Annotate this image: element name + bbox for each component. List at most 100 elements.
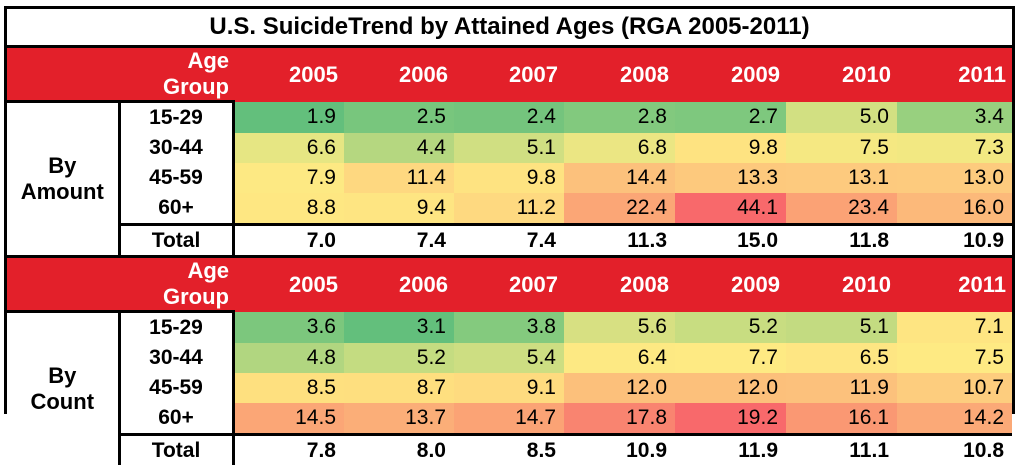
header-blank xyxy=(7,258,119,312)
value-cell: 5.2 xyxy=(675,312,786,344)
value-cell: 23.4 xyxy=(786,193,897,225)
value-cell: 16.1 xyxy=(786,403,897,435)
age-group-header: Age Group xyxy=(119,258,233,312)
section-label-line2: Amount xyxy=(7,179,118,205)
value-cell: 13.0 xyxy=(897,163,1012,193)
value-cell: 2.5 xyxy=(344,102,454,134)
value-cell: 12.0 xyxy=(564,373,675,403)
value-cell: 11.4 xyxy=(344,163,454,193)
value-cell: 6.8 xyxy=(564,133,675,163)
value-cell: 11.9 xyxy=(786,373,897,403)
total-cell: 7.4 xyxy=(454,225,564,256)
suicide-trend-table: U.S. SuicideTrend by Attained Ages (RGA … xyxy=(7,9,1012,465)
year-header: 2008 xyxy=(564,258,675,312)
value-cell: 19.2 xyxy=(675,403,786,435)
total-cell: 11.3 xyxy=(564,225,675,256)
value-cell: 4.4 xyxy=(344,133,454,163)
value-cell: 12.0 xyxy=(675,373,786,403)
value-cell: 6.4 xyxy=(564,343,675,373)
value-cell: 1.9 xyxy=(233,102,344,134)
year-header: 2005 xyxy=(233,258,344,312)
value-cell: 44.1 xyxy=(675,193,786,225)
total-cell: 15.0 xyxy=(675,225,786,256)
year-header: 2011 xyxy=(897,47,1012,102)
value-cell: 8.8 xyxy=(233,193,344,225)
year-header: 2009 xyxy=(675,258,786,312)
year-header: 2007 xyxy=(454,258,564,312)
age-label: 30-44 xyxy=(119,133,233,163)
value-cell: 5.2 xyxy=(344,343,454,373)
age-group-header: Age Group xyxy=(119,47,233,102)
value-cell: 10.7 xyxy=(897,373,1012,403)
section-label-line2: Count xyxy=(7,389,118,415)
total-cell: 11.8 xyxy=(786,225,897,256)
chart-table-frame: U.S. SuicideTrend by Attained Ages (RGA … xyxy=(4,6,1015,414)
value-cell: 14.7 xyxy=(454,403,564,435)
value-cell: 6.6 xyxy=(233,133,344,163)
value-cell: 5.1 xyxy=(454,133,564,163)
value-cell: 7.1 xyxy=(897,312,1012,344)
value-cell: 7.5 xyxy=(786,133,897,163)
age-label: 45-59 xyxy=(119,373,233,403)
value-cell: 3.6 xyxy=(233,312,344,344)
value-cell: 2.8 xyxy=(564,102,675,134)
chart-title: U.S. SuicideTrend by Attained Ages (RGA … xyxy=(7,9,1012,47)
age-label: 45-59 xyxy=(119,163,233,193)
value-cell: 22.4 xyxy=(564,193,675,225)
total-label: Total xyxy=(119,225,233,256)
value-cell: 9.1 xyxy=(454,373,564,403)
total-cell: 8.5 xyxy=(454,435,564,465)
year-header: 2011 xyxy=(897,258,1012,312)
value-cell: 9.8 xyxy=(675,133,786,163)
value-cell: 17.8 xyxy=(564,403,675,435)
value-cell: 8.7 xyxy=(344,373,454,403)
total-cell: 7.0 xyxy=(233,225,344,256)
year-header: 2008 xyxy=(564,47,675,102)
value-cell: 14.5 xyxy=(233,403,344,435)
value-cell: 2.4 xyxy=(454,102,564,134)
section-label-line1: By xyxy=(7,363,118,389)
value-cell: 13.7 xyxy=(344,403,454,435)
value-cell: 14.4 xyxy=(564,163,675,193)
year-header: 2006 xyxy=(344,258,454,312)
total-cell: 8.0 xyxy=(344,435,454,465)
value-cell: 7.7 xyxy=(675,343,786,373)
value-cell: 11.2 xyxy=(454,193,564,225)
year-header: 2009 xyxy=(675,47,786,102)
year-header: 2010 xyxy=(786,47,897,102)
value-cell: 13.3 xyxy=(675,163,786,193)
value-cell: 7.9 xyxy=(233,163,344,193)
total-cell: 11.9 xyxy=(675,435,786,465)
year-header: 2005 xyxy=(233,47,344,102)
value-cell: 3.4 xyxy=(897,102,1012,134)
value-cell: 5.1 xyxy=(786,312,897,344)
value-cell: 13.1 xyxy=(786,163,897,193)
total-cell: 7.8 xyxy=(233,435,344,465)
year-header: 2010 xyxy=(786,258,897,312)
year-header: 2006 xyxy=(344,47,454,102)
value-cell: 9.4 xyxy=(344,193,454,225)
value-cell: 16.0 xyxy=(897,193,1012,225)
value-cell: 7.5 xyxy=(897,343,1012,373)
age-label: 60+ xyxy=(119,193,233,225)
value-cell: 9.8 xyxy=(454,163,564,193)
value-cell: 14.2 xyxy=(897,403,1012,435)
total-cell: 10.9 xyxy=(564,435,675,465)
value-cell: 3.1 xyxy=(344,312,454,344)
value-cell: 5.0 xyxy=(786,102,897,134)
value-cell: 3.8 xyxy=(454,312,564,344)
value-cell: 5.4 xyxy=(454,343,564,373)
value-cell: 2.7 xyxy=(675,102,786,134)
total-cell: 10.9 xyxy=(897,225,1012,256)
total-cell: 7.4 xyxy=(344,225,454,256)
age-label: 15-29 xyxy=(119,312,233,344)
